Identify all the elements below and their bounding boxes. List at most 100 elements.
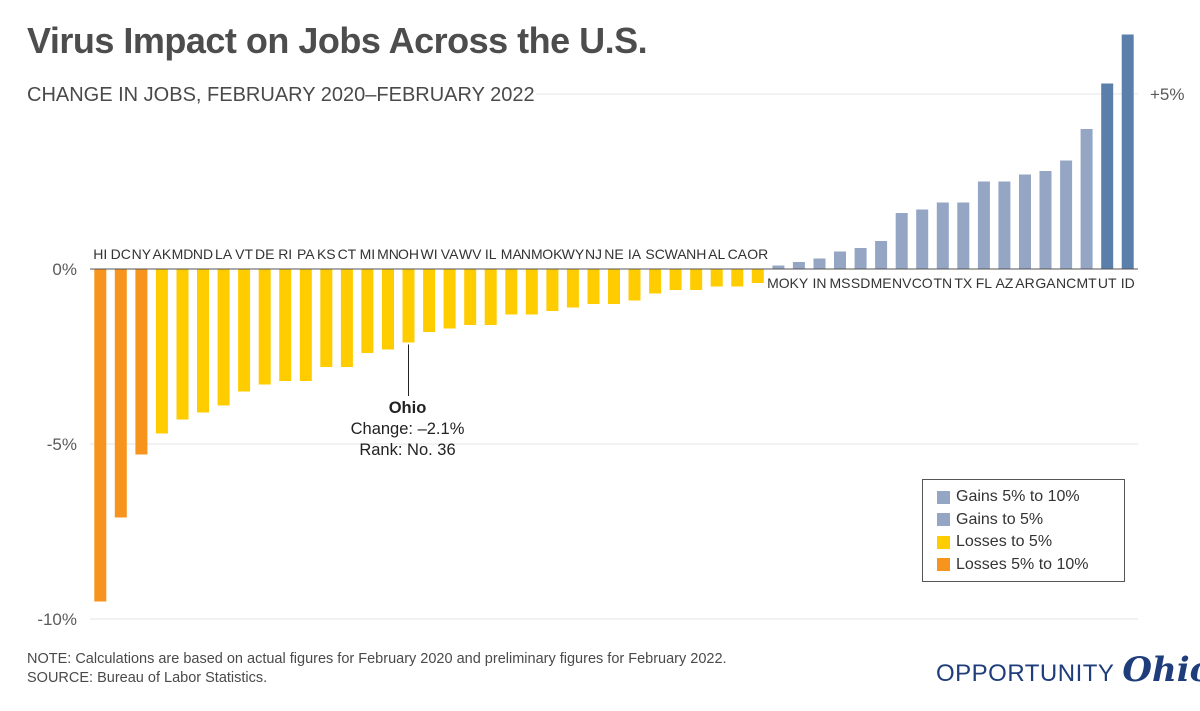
bar-sc xyxy=(649,269,662,294)
bar-hi xyxy=(94,269,107,602)
x-label-sc: SC xyxy=(645,246,664,262)
legend-swatch xyxy=(937,513,950,527)
x-label-ar: AR xyxy=(1015,275,1034,291)
bar-nm xyxy=(525,269,538,315)
bar-me xyxy=(875,241,888,269)
bar-az xyxy=(998,181,1011,269)
bar-in xyxy=(813,258,826,269)
bar-ma xyxy=(505,269,518,315)
x-label-ma: MA xyxy=(501,246,523,262)
x-label-in: IN xyxy=(813,275,827,291)
x-label-ia: IA xyxy=(628,246,642,262)
x-label-tn: TN xyxy=(933,275,952,291)
legend-label: Losses to 5% xyxy=(956,533,1053,551)
bar-de xyxy=(258,269,271,385)
bar-ky xyxy=(792,262,805,269)
x-label-mi: MI xyxy=(360,246,376,262)
gridlines xyxy=(90,93,1138,620)
bar-ut xyxy=(1101,83,1114,269)
bar-ct xyxy=(340,269,353,367)
x-label-ga: GA xyxy=(1035,275,1056,291)
annotation-rank: Rank: No. 36 xyxy=(359,441,456,459)
bar-wa xyxy=(669,269,682,290)
x-label-az: AZ xyxy=(995,275,1013,291)
opportunity-ohio-logo: OPPORTUNITY Ohio xyxy=(936,650,1200,690)
bar-wi xyxy=(423,269,436,332)
bar-ms xyxy=(834,251,846,269)
legend-item-gains-small: Gains to 5% xyxy=(937,509,1124,532)
x-label-ri: RI xyxy=(278,246,292,262)
y-axis-ticks: +5% 0% -5% -10% xyxy=(37,85,1184,629)
bar-mt xyxy=(1080,129,1093,269)
x-label-oh: OH xyxy=(398,246,419,262)
y-tick-label: +5% xyxy=(1150,85,1185,104)
bar-md xyxy=(176,269,189,420)
x-label-mn: MN xyxy=(377,246,399,262)
x-label-fl: FL xyxy=(976,275,993,291)
x-label-dc: DC xyxy=(111,246,131,262)
x-label-mo: MO xyxy=(767,275,790,291)
bar-la xyxy=(217,269,230,406)
bar-ok xyxy=(546,269,559,311)
bar-ia xyxy=(628,269,641,301)
logo-script: Ohio xyxy=(1122,650,1200,690)
x-label-nm: NM xyxy=(521,246,543,262)
annotation-state-name: Ohio xyxy=(388,399,427,417)
x-label-wi: WI xyxy=(421,246,438,262)
x-label-wy: WY xyxy=(562,246,585,262)
x-label-id: ID xyxy=(1121,275,1135,291)
bar-ga xyxy=(1039,171,1052,269)
x-label-hi: HI xyxy=(93,246,107,262)
x-label-la: LA xyxy=(215,246,233,262)
footnote: NOTE: Calculations are based on actual f… xyxy=(27,651,727,667)
bar-wy xyxy=(566,269,579,308)
x-label-nh: NH xyxy=(686,246,706,262)
bar-ny xyxy=(135,269,148,455)
bar-vt xyxy=(238,269,251,392)
bar-pa xyxy=(299,269,312,381)
x-label-ak: AK xyxy=(153,246,172,262)
x-label-tx: TX xyxy=(954,275,973,291)
x-label-ne: NE xyxy=(604,246,623,262)
legend-swatch xyxy=(937,558,950,572)
legend-item-losses-small: Losses to 5% xyxy=(937,531,1124,554)
x-label-ky: KY xyxy=(790,275,809,291)
x-label-nd: ND xyxy=(193,246,213,262)
x-label-pa: PA xyxy=(297,246,315,262)
bar-ne xyxy=(608,269,620,304)
chart-subtitle: CHANGE IN JOBS, FEBRUARY 2020–FEBRUARY 2… xyxy=(27,84,535,106)
legend-label: Gains 5% to 10% xyxy=(956,488,1080,506)
x-label-nj: NJ xyxy=(585,246,602,262)
bar-ak xyxy=(155,269,168,434)
bar-or xyxy=(751,269,764,283)
chart-title: Virus Impact on Jobs Across the U.S. xyxy=(27,20,648,61)
bar-nj xyxy=(587,269,600,304)
bar-nv xyxy=(895,213,908,269)
legend-swatch xyxy=(937,535,950,549)
legend-item-gains-large: Gains 5% to 10% xyxy=(937,486,1124,509)
x-label-wv: WV xyxy=(459,246,482,262)
x-label-or: OR xyxy=(747,246,768,262)
x-axis-labels: HI DC NY AK MD ND LA VT DE RI PA KS CT MI MN OH WI VA WV IL… xyxy=(93,246,1134,291)
bar-fl xyxy=(977,181,990,269)
x-label-ks: KS xyxy=(317,246,336,262)
y-tick-label: -5% xyxy=(47,435,77,454)
x-label-vt: VT xyxy=(235,246,253,262)
source-note: SOURCE: Bureau of Labor Statistics. xyxy=(27,670,268,686)
bar-id xyxy=(1121,34,1134,269)
bar-tn xyxy=(936,202,949,269)
bar-nc xyxy=(1060,160,1073,269)
x-label-me: ME xyxy=(871,275,892,291)
bar-ar xyxy=(1019,174,1031,269)
y-tick-label: -10% xyxy=(37,610,77,629)
y-tick-label: 0% xyxy=(52,260,77,279)
x-label-ok: OK xyxy=(542,246,563,262)
bar-mo xyxy=(772,265,785,269)
bar-sd xyxy=(854,248,867,269)
bar-mn xyxy=(382,269,394,350)
x-label-ct: CT xyxy=(338,246,357,262)
x-label-ms: MS xyxy=(830,275,851,291)
bar-nd xyxy=(197,269,209,413)
bar-ca xyxy=(731,269,744,287)
